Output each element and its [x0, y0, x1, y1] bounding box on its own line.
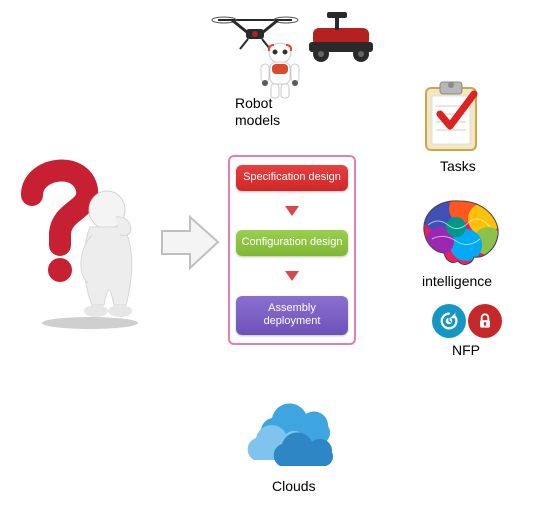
thinker-figure: [12, 155, 157, 330]
rover-icon: [309, 12, 373, 62]
robots-group-icon: [210, 5, 385, 90]
brain-icon: [418, 195, 503, 270]
step-arrow-icon: [285, 206, 299, 216]
intelligence-label: intelligence: [422, 273, 492, 290]
refresh-icon: [432, 304, 466, 338]
clipboard-icon: [420, 80, 485, 155]
step-label: Specification design: [243, 171, 341, 183]
flow-arrow-icon: [160, 215, 220, 270]
nfp-group: [432, 304, 502, 338]
tasks-label: Tasks: [440, 158, 476, 175]
step-specification: Specification design: [236, 165, 348, 191]
clouds-label: Clouds: [272, 478, 316, 495]
humanoid-icon: [261, 43, 299, 98]
step-label: Assembly deployment: [264, 302, 321, 328]
step-configuration: Configuration design: [236, 230, 348, 256]
question-mark-icon: [32, 171, 87, 282]
step-label: Configuration design: [242, 236, 343, 248]
process-panel: Specification design Configuration desig…: [228, 155, 356, 345]
shadow: [42, 317, 138, 329]
clouds-icon: [238, 398, 348, 473]
nfp-label: NFP: [452, 342, 480, 359]
robot-models-label: Robot models: [235, 95, 280, 129]
step-arrow-icon: [285, 271, 299, 281]
figure-icon: [81, 191, 132, 317]
lock-icon: [468, 304, 502, 338]
step-assembly: Assembly deployment: [236, 296, 348, 336]
